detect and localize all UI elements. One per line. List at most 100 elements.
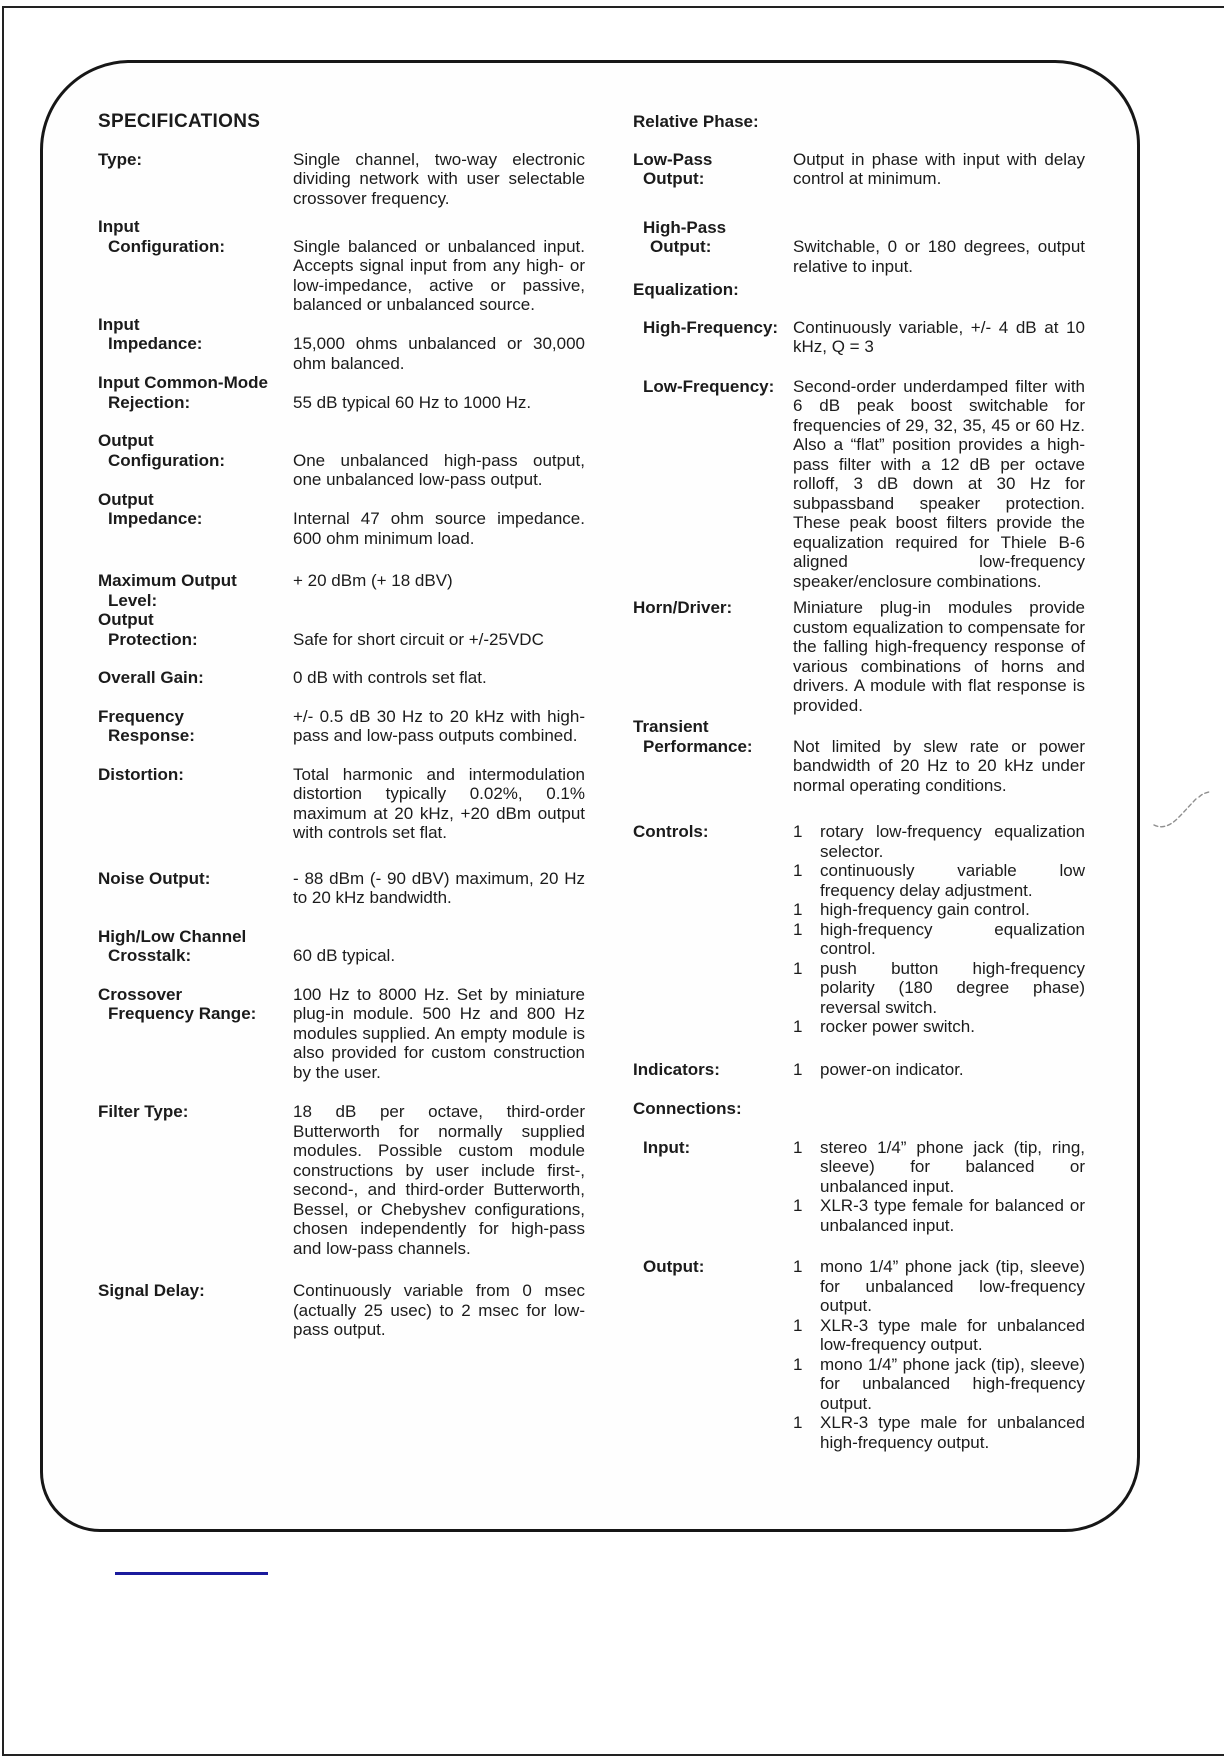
spec-row-connections-input: Input: 1 stereo 1/4” phone jack (tip, ri…	[633, 1138, 1085, 1236]
item-quantity: 1	[793, 1413, 803, 1432]
spec-row-low-frequency: Low-Frequency: Second-order underdamped …	[633, 377, 1085, 592]
spec-value: One unbalanced high-pass output, one unb…	[293, 450, 585, 490]
list-item: 1 power-on indicator.	[793, 1060, 1085, 1080]
spec-row-signal-delay: Signal Delay: Continuously variable from…	[98, 1281, 585, 1340]
item-text: high-frequency equalization control.	[820, 919, 1085, 959]
spec-row-connections-output: Output: 1 mono 1/4” phone jack (tip, sle…	[633, 1257, 1085, 1452]
item-text: power-on indicator.	[820, 1059, 964, 1079]
spec-label: Output Impedance:	[98, 489, 203, 529]
item-quantity: 1	[793, 958, 803, 978]
spec-row-controls: Controls: 1 rotary low-frequency equaliz…	[633, 822, 1085, 1037]
input-connections-list: 1 stereo 1/4” phone jack (tip, ring, sle…	[793, 1138, 1085, 1236]
spec-label: Output Configuration:	[98, 431, 226, 470]
spec-row-noise-output: Noise Output: - 88 dBm (- 90 dBV) maximu…	[98, 869, 585, 908]
item-quantity: 1	[793, 822, 803, 841]
list-item: 1 mono 1/4” phone jack (tip), sleeve) fo…	[793, 1355, 1085, 1414]
spec-row-input-configuration: Input Configuration: Single balanced or …	[98, 217, 585, 315]
item-text: push button high-frequency polarity (180…	[820, 958, 1085, 1017]
spec-label: Horn/Driver:	[633, 598, 733, 617]
right-column: Relative Phase: Low-Pass Output: Output …	[633, 112, 1085, 1452]
item-quantity: 1	[793, 919, 803, 939]
item-text: XLR-3 type male for unbalanced low-frequ…	[820, 1315, 1085, 1355]
spec-row-crossover-frequency-range: Crossover Frequency Range: 100 Hz to 800…	[98, 985, 585, 1083]
spec-value: Continuously variable from 0 msec (actua…	[293, 1281, 585, 1339]
section-equalization: Equalization:	[633, 280, 739, 299]
spec-value: Single channel, two-way electronic divid…	[293, 149, 585, 208]
item-quantity: 1	[793, 1354, 803, 1374]
item-text: mono 1/4” phone jack (tip), sleeve) for …	[820, 1354, 1085, 1413]
spec-value: Output in phase with input with delay co…	[793, 149, 1085, 189]
spec-value: Switchable, 0 or 180 degrees, output rel…	[793, 237, 1085, 276]
spec-value: 55 dB typical 60 Hz to 1000 Hz.	[293, 392, 532, 412]
output-connections-list: 1 mono 1/4” phone jack (tip, sleeve) for…	[793, 1257, 1085, 1452]
spec-label: Overall Gain:	[98, 668, 204, 687]
item-text: XLR-3 type female for balanced or unbala…	[820, 1196, 1085, 1235]
item-text: mono 1/4” phone jack (tip, sleeve) for u…	[820, 1257, 1085, 1315]
spec-value: 0 dB with controls set flat.	[293, 668, 487, 687]
spec-label: Frequency Response:	[98, 706, 195, 746]
list-item: 1 high-frequency gain control.	[793, 900, 1085, 920]
spec-row-input-common-mode-rejection: Input Common-Mode Rejection: 55 dB typic…	[98, 373, 585, 412]
spec-label: Noise Output:	[98, 868, 211, 888]
item-quantity: 1	[793, 1257, 803, 1276]
spec-row-horn-driver: Horn/Driver: Miniature plug-in modules p…	[633, 598, 1085, 715]
spec-label: Maximum Output Level:	[98, 571, 237, 610]
spec-label: High-Pass Output:	[643, 217, 727, 257]
spec-row-maximum-output-level: Maximum Output Level: + 20 dBm (+ 18 dBV…	[98, 571, 585, 610]
spec-row-indicators: Indicators: 1 power-on indicator.	[633, 1060, 1085, 1080]
page-title: SPECIFICATIONS	[98, 111, 261, 132]
list-item: 1 XLR-3 type female for balanced or unba…	[793, 1196, 1085, 1235]
list-item: 1 stereo 1/4” phone jack (tip, ring, sle…	[793, 1138, 1085, 1197]
item-quantity: 1	[793, 900, 803, 919]
item-text: rotary low-frequency equalization select…	[820, 822, 1085, 861]
item-quantity: 1	[793, 1017, 803, 1036]
list-item: 1 high-frequency equalization control.	[793, 920, 1085, 959]
item-text: XLR-3 type male for unbalanced high-freq…	[820, 1413, 1085, 1452]
spec-row-frequency-response: Frequency Response: +/- 0.5 dB 30 Hz to …	[98, 707, 585, 746]
spec-label: Filter Type:	[98, 1102, 189, 1121]
spec-value: Second-order underdamped filter with 6 d…	[793, 376, 1085, 591]
spec-value: - 88 dBm (- 90 dBV) maximum, 20 Hz to 20…	[293, 868, 585, 908]
item-text: high-frequency gain control.	[820, 900, 1030, 919]
spec-row-overall-gain: Overall Gain: 0 dB with controls set fla…	[98, 668, 585, 688]
list-item: 1 rotary low-frequency equalization sele…	[793, 822, 1085, 861]
spec-sheet-border	[40, 60, 1140, 1532]
spec-label: Input Configuration:	[98, 217, 226, 256]
list-item: 1 XLR-3 type male for unbalanced low-fre…	[793, 1316, 1085, 1355]
spec-label: Indicators:	[633, 1059, 720, 1079]
pen-mark	[1153, 791, 1210, 828]
list-item: 1 XLR-3 type male for unbalanced high-fr…	[793, 1413, 1085, 1452]
spec-row-output-protection: Output Protection: Safe for short circui…	[98, 610, 585, 649]
item-quantity: 1	[793, 1137, 803, 1157]
spec-row-distortion: Distortion: Total harmonic and intermodu…	[98, 765, 585, 843]
spec-label: Input Impedance:	[98, 314, 203, 354]
indicators-list: 1 power-on indicator.	[793, 1060, 1085, 1080]
spec-label: Low-Frequency:	[643, 376, 775, 396]
spec-value: Total harmonic and intermodulation disto…	[293, 764, 585, 843]
spec-label: Type:	[98, 149, 143, 169]
spec-value: 15,000 ohms unbalanced or 30,000 ohm bal…	[293, 334, 585, 373]
item-quantity: 1	[793, 1315, 803, 1335]
spec-label: Controls:	[633, 822, 709, 841]
spec-value: Miniature plug-in modules provide custom…	[793, 598, 1085, 715]
spec-row-transient-performance: Transient Performance: Not limited by sl…	[633, 717, 1085, 795]
spec-label: Crossover Frequency Range:	[98, 984, 257, 1024]
spec-row-high-frequency: High-Frequency: Continuously variable, +…	[633, 318, 1085, 357]
spec-label: Output Protection:	[98, 610, 198, 649]
spec-row-crosstalk: High/Low Channel Crosstalk: 60 dB typica…	[98, 927, 585, 966]
section-connections: Connections:	[633, 1099, 742, 1118]
item-text: rocker power switch.	[820, 1017, 975, 1036]
left-column: SPECIFICATIONS Type: Single channel, two…	[98, 112, 585, 1340]
list-item: 1 continuously variable low frequency de…	[793, 861, 1085, 900]
spec-label: High/Low Channel Crosstalk:	[98, 926, 247, 966]
list-item: 1 mono 1/4” phone jack (tip, sleeve) for…	[793, 1257, 1085, 1316]
spec-value: Not limited by slew rate or power bandwi…	[793, 736, 1085, 795]
controls-list: 1 rotary low-frequency equalization sele…	[793, 822, 1085, 1037]
spec-value: + 20 dBm (+ 18 dBV)	[293, 571, 453, 590]
bottom-blue-line	[115, 1572, 268, 1575]
spec-label: Transient Performance:	[633, 717, 753, 756]
item-text: stereo 1/4” phone jack (tip, ring, sleev…	[820, 1137, 1085, 1196]
section-relative-phase: Relative Phase:	[633, 112, 759, 131]
spec-row-output-configuration: Output Configuration: One unbalanced hig…	[98, 431, 585, 490]
spec-label: High-Frequency:	[643, 317, 779, 337]
